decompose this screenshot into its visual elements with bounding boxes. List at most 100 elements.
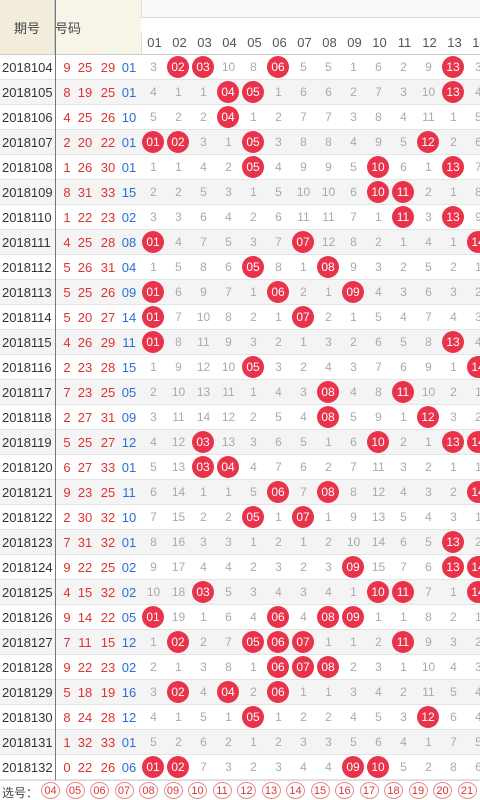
table-row: 2018116 2 23 28 15 1 9 12 10 05 3 2 4 3 7 6 9 1 14 [0,355,480,380]
hit-ball: 14 [467,556,480,578]
miss-count: 5 [150,460,157,474]
trend-cell: 6 [416,280,441,305]
trend-cell: 1 [466,380,480,405]
trend-cell: 4 [391,480,416,505]
issue-number: 2018131 [2,735,53,750]
trend-cell: 2 [391,680,416,705]
miss-count: 3 [475,310,480,324]
miss-count: 10 [221,360,236,374]
miss-count: 3 [200,135,207,149]
table-row: 2018112 5 26 31 04 1 5 8 6 05 8 1 08 9 3 2 5 2 1 [0,255,480,280]
hit-ball: 11 [392,181,414,203]
trend-cell: 5 [241,480,266,505]
miss-count: 1 [375,610,382,624]
miss-count: 3 [325,560,332,574]
trend-cell: 5 [391,130,416,155]
hit-ball: 09 [342,756,364,778]
trend-cell: 1 [166,155,191,180]
blue-number: 01 [121,135,137,150]
pick-ball-13[interactable]: 13 [261,782,281,799]
numbers-column-header: 号码 [55,0,141,55]
pick-ball-21[interactable]: 21 [457,782,477,799]
pick-ball-07[interactable]: 07 [114,782,134,799]
hit-ball: 12 [417,706,439,728]
hit-ball: 03 [192,581,214,603]
miss-count: 2 [250,310,257,324]
trend-cell: 5 [391,330,416,355]
trend-cell: 2 [241,405,266,430]
trend-cell: 13 [441,330,466,355]
pick-ball-17[interactable]: 17 [359,782,379,799]
hit-ball: 05 [242,256,264,278]
miss-count: 1 [300,260,307,274]
pick-ball-08[interactable]: 08 [139,782,158,799]
trend-cell: 9 [166,355,191,380]
miss-count: 3 [325,335,332,349]
table-row: 2018125415320210180353434110117114 [0,580,480,605]
trend-cell: 03 [191,580,216,605]
trend-cell: 1 [166,80,191,105]
red-number: 5 [63,685,71,700]
hit-ball: 13 [442,431,464,453]
pick-ball-16[interactable]: 16 [335,782,354,799]
red-number: 2 [63,510,71,525]
miss-count: 5 [350,410,357,424]
miss-count: 4 [475,710,480,724]
trend-cell: 06 [266,680,291,705]
miss-count: 3 [350,110,357,124]
pick-ball-09[interactable]: 09 [163,782,183,799]
pick-ball-19[interactable]: 19 [408,782,428,799]
miss-count: 2 [275,735,282,749]
pick-ball-10[interactable]: 10 [188,782,207,799]
pick-ball-20[interactable]: 20 [433,782,452,799]
pick-ball-04[interactable]: 04 [41,782,60,799]
trend-cell: 9 [141,555,166,580]
miss-count: 4 [250,460,257,474]
miss-count: 8 [250,60,257,74]
miss-count: 3 [350,360,357,374]
miss-count: 7 [375,360,382,374]
hit-ball: 10 [367,156,389,178]
trend-cell: 9 [216,330,241,355]
pick-ball-11[interactable]: 11 [212,782,232,799]
miss-count: 4 [300,610,307,624]
red-number: 23 [77,485,93,500]
miss-count: 2 [450,385,457,399]
trend-cell: 9 [366,405,391,430]
trend-cell: 09 [341,555,366,580]
trend-cell: 9 [466,205,480,230]
trend-cell: 11 [416,680,441,705]
trend-cell: 5 [466,105,480,130]
miss-count: 4 [400,310,407,324]
miss-count: 3 [450,285,457,299]
trend-cell: 5 [191,705,216,730]
miss-count: 2 [325,535,332,549]
hit-ball: 05 [242,506,264,528]
miss-count: 12 [321,235,336,249]
red-number: 33 [100,460,116,475]
pick-ball-12[interactable]: 12 [237,782,256,799]
hit-ball: 05 [242,631,264,653]
miss-count: 1 [425,160,432,174]
pick-ball-14[interactable]: 14 [286,782,305,799]
trend-cell: 4 [141,705,166,730]
pick-ball-18[interactable]: 18 [384,782,403,799]
pick-ball-06[interactable]: 06 [90,782,109,799]
miss-count: 3 [150,410,157,424]
trend-cell: 3 [191,130,216,155]
trend-cell: 03 [191,430,216,455]
select-label: 选号： [2,786,39,800]
miss-count: 7 [425,585,432,599]
pick-ball-15[interactable]: 15 [310,782,330,799]
trend-cell: 06 [266,280,291,305]
red-number: 22 [100,610,116,625]
miss-count: 10 [421,85,436,99]
miss-count: 12 [196,360,211,374]
pick-ball-05[interactable]: 05 [65,782,85,799]
trend-cell: 8 [466,180,480,205]
miss-count: 2 [225,510,232,524]
miss-count: 3 [450,635,457,649]
miss-count: 2 [325,460,332,474]
blue-number: 05 [121,610,137,625]
trend-cell: 4 [466,680,480,705]
